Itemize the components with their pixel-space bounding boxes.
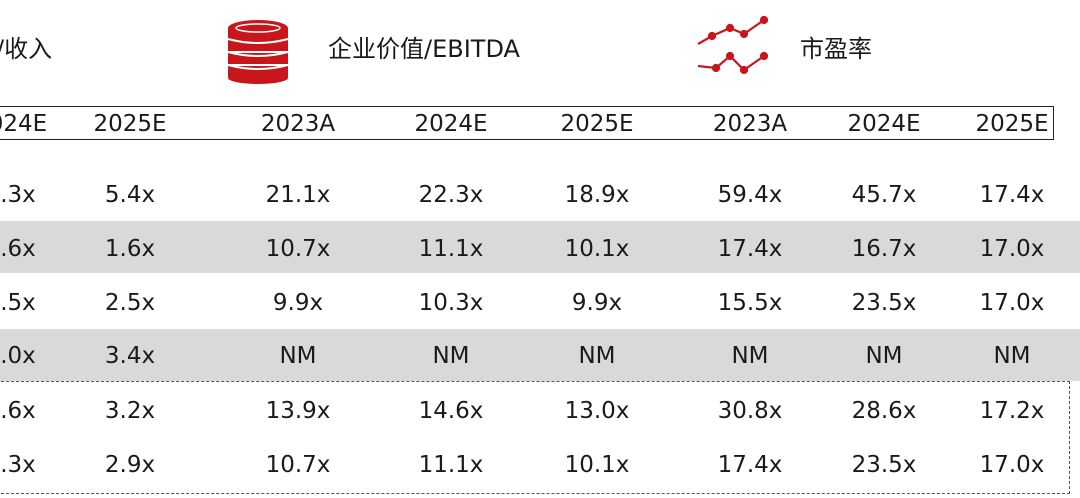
table-cell: 10.7x	[265, 236, 331, 262]
table-cell: 11.1x	[418, 236, 484, 262]
table-cell: .6x	[0, 398, 36, 424]
table-row-shading	[0, 221, 1080, 273]
line-chart-icon	[697, 16, 768, 75]
year-header-cell: 2023A	[260, 111, 336, 137]
table-cell: 21.1x	[265, 182, 331, 208]
coin-stack-icon	[227, 20, 289, 84]
table-cell: .3x	[0, 452, 36, 478]
table-cell: 10.3x	[418, 290, 484, 316]
year-header-bar	[0, 106, 1054, 140]
table-cell: 9.9x	[571, 290, 623, 316]
table-cell: 13.9x	[265, 398, 331, 424]
table-cell: 5.4x	[104, 182, 156, 208]
table-cell: 10.1x	[564, 452, 630, 478]
table-cell: NM	[279, 343, 317, 369]
table-cell: 3.2x	[104, 398, 156, 424]
table-cell: 28.6x	[851, 398, 917, 424]
table-cell: 9.9x	[272, 290, 324, 316]
table-cell: 17.0x	[979, 290, 1045, 316]
table-cell: 45.7x	[851, 182, 917, 208]
table-cell: 2.9x	[104, 452, 156, 478]
table-cell: 23.5x	[851, 290, 917, 316]
table-cell: .3x	[0, 182, 36, 208]
year-header-cell: 2025E	[560, 111, 634, 137]
table-cell: 30.8x	[717, 398, 783, 424]
table-cell: 17.4x	[717, 452, 783, 478]
year-header-cell: 2024E	[414, 111, 488, 137]
revenue-multiple-label: /收入	[0, 35, 53, 63]
table-cell: 1.6x	[104, 236, 156, 262]
year-header-cell: 2025E	[93, 111, 167, 137]
table-cell: 15.5x	[717, 290, 783, 316]
summary-rows-box	[0, 381, 1070, 494]
table-cell: 10.7x	[265, 452, 331, 478]
table-cell: 10.1x	[564, 236, 630, 262]
table-cell: 3.4x	[104, 343, 156, 369]
table-cell: 23.5x	[851, 452, 917, 478]
year-header-cell: 2025E	[975, 111, 1049, 137]
year-header-cell: 2023A	[712, 111, 788, 137]
table-cell: .5x	[0, 290, 36, 316]
table-cell: 17.2x	[979, 398, 1045, 424]
table-cell: NM	[578, 343, 616, 369]
table-cell: NM	[432, 343, 470, 369]
table-cell: .6x	[0, 236, 36, 262]
table-cell: NM	[731, 343, 769, 369]
table-cell: 17.4x	[979, 182, 1045, 208]
table-cell: 59.4x	[717, 182, 783, 208]
pe-ratio-label: 市盈率	[800, 35, 872, 63]
table-cell: 17.4x	[717, 236, 783, 262]
table-cell: .0x	[0, 343, 36, 369]
table-cell: NM	[993, 343, 1031, 369]
table-cell: 14.6x	[418, 398, 484, 424]
table-cell: 18.9x	[564, 182, 630, 208]
table-cell: NM	[865, 343, 903, 369]
ev-ebitda-label: 企业价值/EBITDA	[328, 35, 520, 63]
table-cell: 16.7x	[851, 236, 917, 262]
year-header-cell: 024E	[0, 111, 48, 137]
year-header-cell: 2024E	[847, 111, 921, 137]
table-cell: 13.0x	[564, 398, 630, 424]
table-row-shading	[0, 329, 1080, 381]
table-cell: 22.3x	[418, 182, 484, 208]
table-cell: 11.1x	[418, 452, 484, 478]
table-cell: 17.0x	[979, 236, 1045, 262]
table-cell: 17.0x	[979, 452, 1045, 478]
table-cell: 2.5x	[104, 290, 156, 316]
